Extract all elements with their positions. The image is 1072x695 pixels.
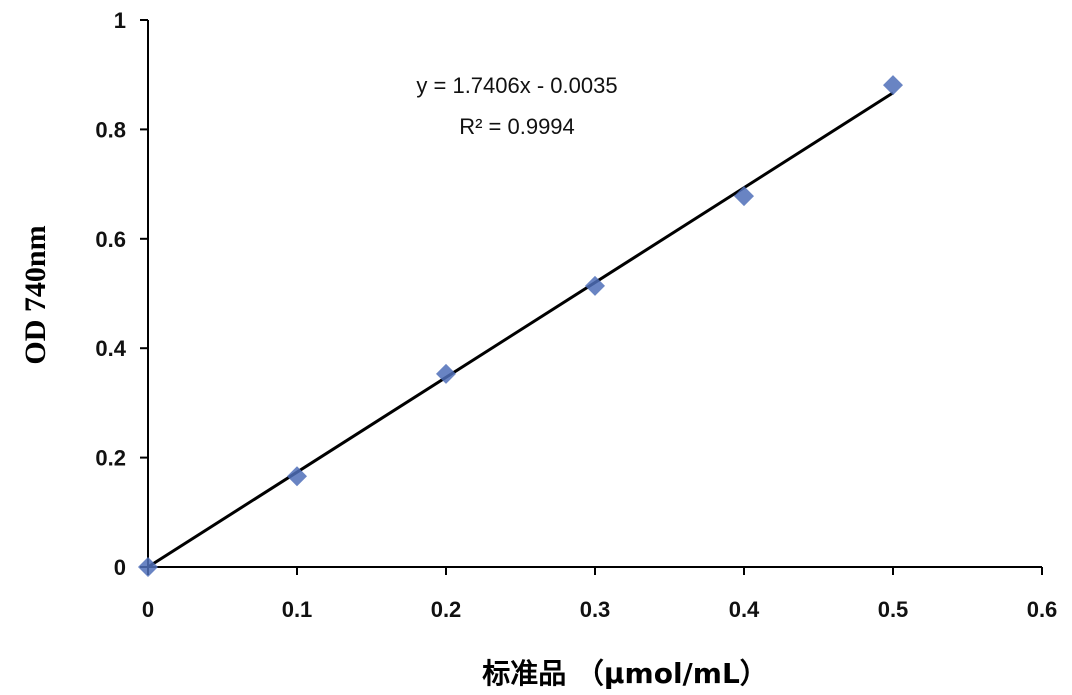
x-tick-label: 0.1 <box>282 597 313 622</box>
trendline <box>147 91 894 569</box>
trendline-equation: y = 1.7406x - 0.0035 <box>416 73 617 98</box>
y-axis-title: OD 740nm <box>19 225 52 364</box>
y-tick-label: 0 <box>114 555 126 580</box>
x-tick-label: 0.2 <box>431 597 462 622</box>
data-point <box>287 466 307 487</box>
x-tick-label: 0.3 <box>580 597 611 622</box>
data-point <box>436 363 456 384</box>
data-point <box>138 557 158 577</box>
trendline-group <box>147 91 894 569</box>
r-squared-label: R² = 0.9994 <box>459 114 575 139</box>
data-point <box>585 275 605 296</box>
data-point <box>883 75 903 96</box>
ticks: 0 0.2 0.4 0.6 0.8 1 0 0.1 0.2 0.3 0.4 0.5 0.6 <box>95 8 1057 622</box>
y-tick-label: 0.4 <box>95 336 126 361</box>
x-axis-title: 标准品 （μmol/mL） <box>482 657 768 690</box>
data-point <box>734 186 754 207</box>
annotations: y = 1.7406x - 0.0035 R² = 0.9994 <box>416 73 617 139</box>
y-tick-label: 0.8 <box>95 117 126 142</box>
data-points <box>138 75 903 577</box>
x-tick-label: 0.4 <box>729 597 760 622</box>
y-tick-label: 0.6 <box>95 227 126 252</box>
x-tick-label: 0 <box>142 597 154 622</box>
y-tick-label: 1 <box>114 8 126 33</box>
x-tick-label: 0.5 <box>878 597 909 622</box>
x-tick-label: 0.6 <box>1027 597 1058 622</box>
y-tick-label: 0.2 <box>95 446 126 471</box>
